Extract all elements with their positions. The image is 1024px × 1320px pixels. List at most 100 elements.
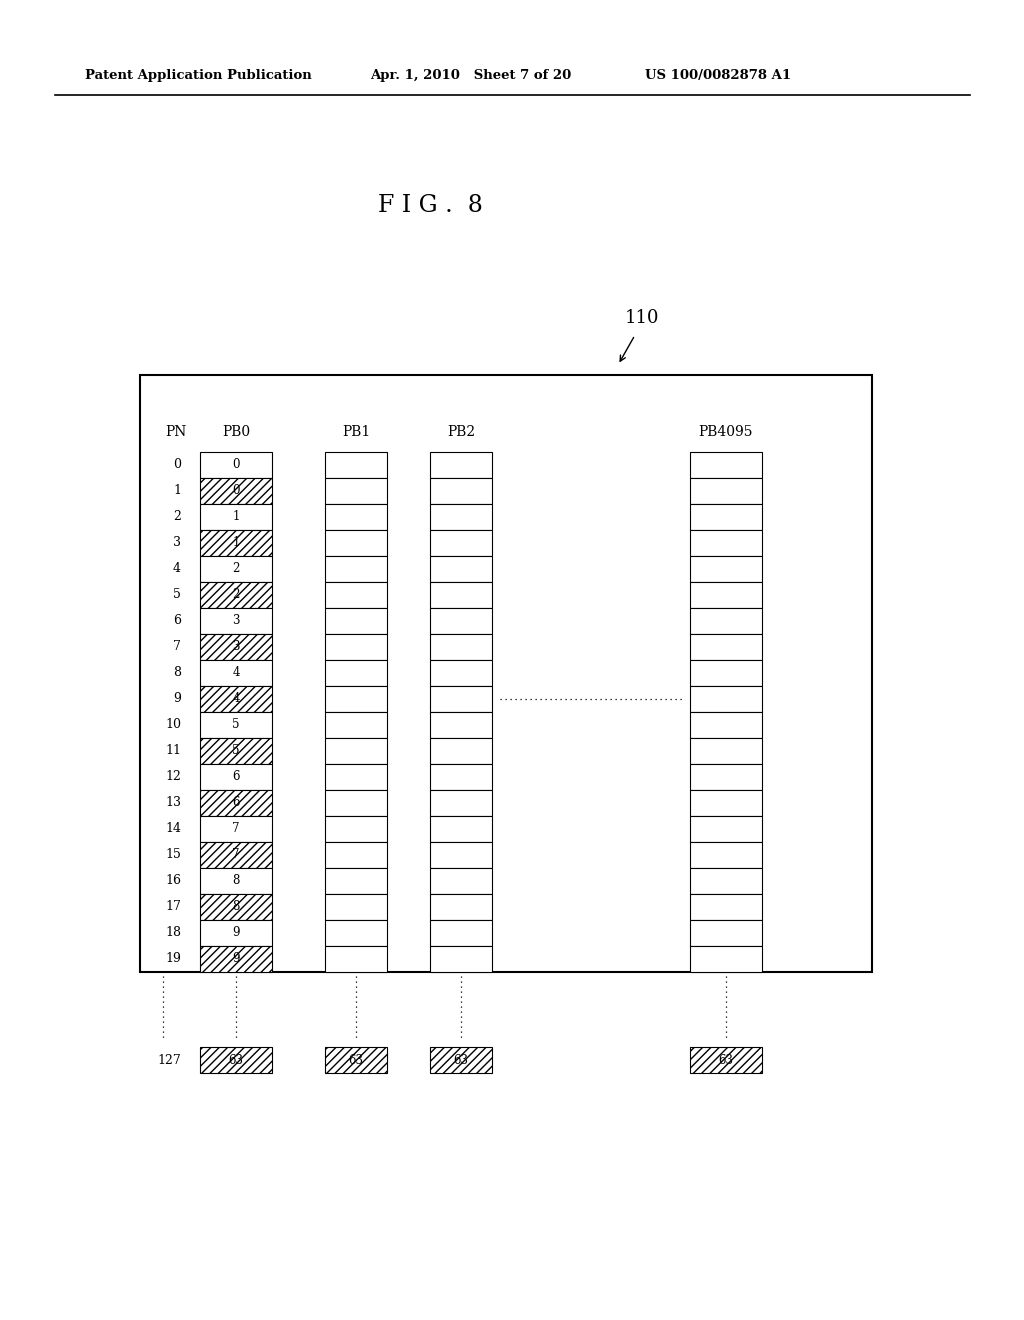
Bar — [325, 738, 387, 764]
Bar — [690, 660, 762, 686]
Bar — [200, 686, 272, 711]
Text: PB4095: PB4095 — [698, 425, 754, 440]
Text: 7: 7 — [173, 640, 181, 653]
Text: 8: 8 — [232, 900, 240, 913]
Text: F I G .  8: F I G . 8 — [378, 194, 482, 216]
Bar — [200, 816, 272, 842]
Bar — [430, 764, 492, 789]
Text: 18: 18 — [165, 927, 181, 940]
Bar — [325, 894, 387, 920]
Bar — [200, 869, 272, 894]
Bar — [200, 660, 272, 686]
Bar — [140, 375, 872, 972]
Bar — [200, 842, 272, 869]
Text: 15: 15 — [165, 849, 181, 862]
Bar — [430, 582, 492, 609]
Bar — [690, 609, 762, 634]
Bar — [430, 504, 492, 531]
Bar — [325, 816, 387, 842]
Bar — [325, 1047, 387, 1073]
Bar — [690, 946, 762, 972]
Bar — [200, 582, 272, 609]
Bar — [200, 920, 272, 946]
Bar — [325, 582, 387, 609]
Bar — [690, 920, 762, 946]
Text: 11: 11 — [165, 744, 181, 758]
Bar — [200, 504, 272, 531]
Text: 6: 6 — [232, 771, 240, 784]
Bar — [200, 894, 272, 920]
Bar — [690, 451, 762, 478]
Text: 4: 4 — [232, 693, 240, 705]
Bar — [325, 764, 387, 789]
Bar — [690, 711, 762, 738]
Bar — [325, 609, 387, 634]
Bar — [430, 894, 492, 920]
Bar — [430, 531, 492, 556]
Text: 3: 3 — [173, 536, 181, 549]
Bar — [325, 556, 387, 582]
Bar — [690, 634, 762, 660]
Text: 63: 63 — [454, 1053, 469, 1067]
Text: Apr. 1, 2010   Sheet 7 of 20: Apr. 1, 2010 Sheet 7 of 20 — [370, 69, 571, 82]
Bar — [690, 582, 762, 609]
Text: 9: 9 — [232, 953, 240, 965]
Bar — [690, 869, 762, 894]
Bar — [430, 1047, 492, 1073]
Bar — [325, 686, 387, 711]
Text: 8: 8 — [232, 874, 240, 887]
Text: 110: 110 — [625, 309, 659, 327]
Bar — [325, 869, 387, 894]
Bar — [325, 634, 387, 660]
Text: 10: 10 — [165, 718, 181, 731]
Text: 2: 2 — [173, 511, 181, 524]
Text: 12: 12 — [165, 771, 181, 784]
Bar — [430, 920, 492, 946]
Bar — [690, 686, 762, 711]
Bar — [430, 869, 492, 894]
Text: 19: 19 — [165, 953, 181, 965]
Text: 63: 63 — [348, 1053, 364, 1067]
Bar — [200, 1047, 272, 1073]
Text: Patent Application Publication: Patent Application Publication — [85, 69, 311, 82]
Bar — [690, 764, 762, 789]
Bar — [690, 816, 762, 842]
Bar — [325, 789, 387, 816]
Bar — [430, 711, 492, 738]
Text: 9: 9 — [232, 927, 240, 940]
Text: 3: 3 — [232, 640, 240, 653]
Bar — [430, 738, 492, 764]
Bar — [690, 478, 762, 504]
Bar — [430, 686, 492, 711]
Text: 16: 16 — [165, 874, 181, 887]
Text: PB2: PB2 — [446, 425, 475, 440]
Bar — [430, 842, 492, 869]
Text: 2: 2 — [232, 562, 240, 576]
Text: 14: 14 — [165, 822, 181, 836]
Bar — [325, 660, 387, 686]
Bar — [200, 738, 272, 764]
Text: 5: 5 — [173, 589, 181, 602]
Bar — [430, 660, 492, 686]
Text: 1: 1 — [232, 511, 240, 524]
Text: 4: 4 — [173, 562, 181, 576]
Bar — [690, 894, 762, 920]
Bar — [690, 842, 762, 869]
Bar — [325, 711, 387, 738]
Bar — [200, 711, 272, 738]
Bar — [430, 451, 492, 478]
Bar — [690, 556, 762, 582]
Bar — [325, 451, 387, 478]
Bar — [200, 789, 272, 816]
Bar — [200, 451, 272, 478]
Bar — [325, 842, 387, 869]
Text: PN: PN — [165, 425, 186, 440]
Bar — [430, 946, 492, 972]
Text: 17: 17 — [165, 900, 181, 913]
Text: 7: 7 — [232, 849, 240, 862]
Bar — [430, 789, 492, 816]
Bar — [430, 816, 492, 842]
Text: 9: 9 — [173, 693, 181, 705]
Bar — [690, 738, 762, 764]
Text: 127: 127 — [158, 1053, 181, 1067]
